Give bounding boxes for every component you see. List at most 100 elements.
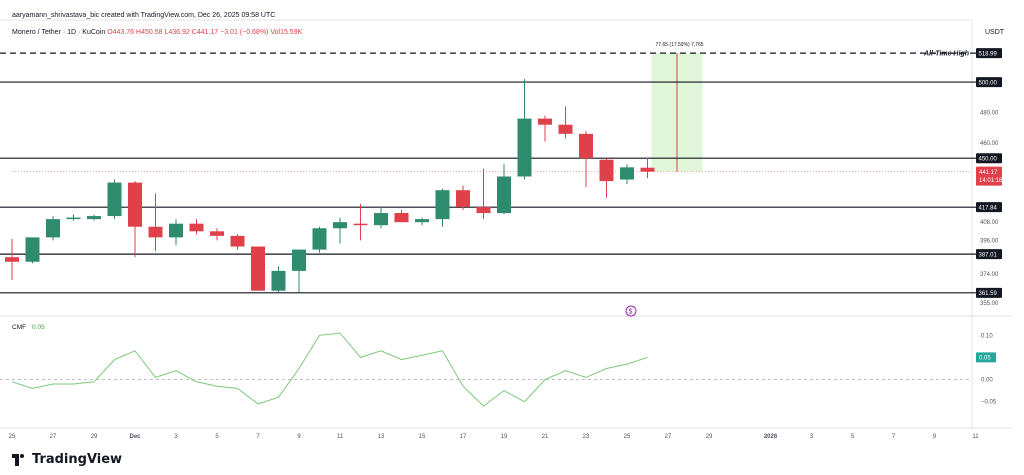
- candle-body[interactable]: [312, 228, 327, 250]
- time-tick-label: 11: [337, 434, 344, 440]
- candle-body[interactable]: [148, 226, 163, 238]
- candle-body[interactable]: [517, 118, 532, 177]
- cmf-legend-name: CMF: [12, 324, 26, 331]
- level-annotation: All-Time High: [923, 50, 969, 57]
- level-price-label: 387.01: [979, 252, 998, 258]
- candle-body[interactable]: [538, 118, 552, 125]
- candle-body[interactable]: [374, 213, 388, 226]
- price-tick-label: 408.00: [980, 220, 999, 226]
- time-tick-label: 15: [419, 434, 426, 440]
- time-tick-label: 2026: [764, 434, 778, 440]
- ohlc-low: L436.92: [164, 29, 190, 36]
- time-tick-label: 23: [583, 434, 590, 440]
- candle-body[interactable]: [87, 216, 101, 220]
- tradingview-logo[interactable]: TradingView: [12, 452, 122, 467]
- time-tick-label: 19: [501, 434, 508, 440]
- cmf-legend-value: 0.05: [32, 324, 45, 331]
- time-tick-label: 5: [215, 434, 219, 440]
- last-price-label: 441.17: [979, 170, 998, 176]
- candle-body[interactable]: [210, 231, 224, 236]
- candle-body[interactable]: [497, 176, 511, 214]
- candle-body[interactable]: [640, 167, 655, 172]
- time-tick-label: 13: [378, 434, 385, 440]
- currency-label: USDT: [985, 29, 1005, 36]
- level-price-tag: [976, 153, 1002, 164]
- brand-name: TradingView: [32, 452, 123, 467]
- candle-body[interactable]: [46, 219, 60, 238]
- candle-body[interactable]: [189, 223, 204, 232]
- time-tick-label: 25: [624, 434, 631, 440]
- candle-body[interactable]: [599, 159, 614, 182]
- candle-body[interactable]: [456, 190, 470, 207]
- candle-body[interactable]: [128, 182, 142, 227]
- bar-countdown-label: 14:01:18: [979, 178, 1003, 184]
- time-tick-label: 17: [460, 434, 467, 440]
- ohlc-high: H450.58: [136, 29, 163, 36]
- tradingview-logo-icon: [12, 453, 28, 466]
- level-price-label: 417.84: [979, 205, 998, 211]
- time-tick-label: 29: [706, 434, 713, 440]
- candle-body[interactable]: [415, 219, 429, 223]
- candle-body[interactable]: [579, 133, 593, 159]
- event-icon-glyph: $: [629, 309, 633, 316]
- time-tick-label: 7: [256, 434, 260, 440]
- cmf-tick-label: 0.10: [981, 333, 993, 339]
- cmf-tick-label: 0.00: [981, 378, 993, 384]
- time-tick-label: 11: [972, 434, 979, 440]
- ohlc-open: O443.76: [107, 29, 135, 36]
- candle-body[interactable]: [620, 167, 634, 180]
- symbol-name[interactable]: Monero / Tether · 1D · KuCoin: [12, 29, 106, 36]
- time-tick-label: 3: [174, 434, 178, 440]
- candle-body[interactable]: [435, 190, 450, 220]
- level-price-label: 518.99: [979, 51, 998, 57]
- candle-body[interactable]: [558, 124, 573, 134]
- level-price-tag: [976, 287, 1002, 298]
- candle-body[interactable]: [251, 246, 265, 291]
- level-price-tag: [976, 249, 1002, 260]
- projection-label: 77.65 (17.59%) 7,765: [656, 42, 704, 48]
- ohlc-change: −3.01 (−0.68%): [220, 29, 269, 36]
- time-tick-label: 5: [851, 434, 855, 440]
- level-price-tag: [976, 202, 1002, 213]
- level-price-label: 500.00: [979, 80, 998, 86]
- price-tick-label: 460.00: [980, 141, 999, 147]
- cmf-line[interactable]: [11, 332, 648, 407]
- time-tick-label: 3: [810, 434, 814, 440]
- candle-body[interactable]: [333, 222, 347, 229]
- candle-body[interactable]: [66, 217, 81, 220]
- ohlc-legend: Monero / Tether · 1D · KuCoin O443.76 H4…: [12, 29, 302, 36]
- ohlc-volume: Vol15.59K: [270, 29, 303, 36]
- candle-body[interactable]: [230, 235, 245, 247]
- time-tick-label: 27: [50, 434, 57, 440]
- cmf-value-label: 0.05: [979, 356, 991, 362]
- creator-line: aaryamann_shrivastava_bic created with T…: [12, 12, 276, 19]
- candle-body[interactable]: [25, 237, 40, 262]
- time-tick-label: 9: [933, 434, 937, 440]
- candle-body[interactable]: [394, 213, 409, 223]
- ohlc-close: C441.17: [191, 29, 219, 36]
- time-tick-label: 21: [542, 434, 549, 440]
- time-tick-label: 27: [665, 434, 672, 440]
- candle-body[interactable]: [5, 257, 19, 262]
- time-tick-label: 7: [892, 434, 896, 440]
- candle-body[interactable]: [476, 206, 491, 214]
- level-price-tag: [976, 77, 1002, 88]
- candle-body[interactable]: [169, 223, 183, 238]
- price-tick-label: 374.00: [980, 272, 999, 278]
- cmf-tick-label: −0.05: [981, 400, 997, 406]
- level-price-tag: [976, 48, 1002, 59]
- time-tick-label: Dec: [129, 434, 141, 440]
- time-tick-label: 25: [9, 434, 16, 440]
- candle-body[interactable]: [292, 249, 306, 271]
- time-tick-label: 29: [91, 434, 98, 440]
- candle-body[interactable]: [107, 182, 122, 217]
- last-price-tag: [976, 166, 1002, 186]
- level-price-label: 361.59: [979, 291, 998, 297]
- candle-body[interactable]: [353, 223, 368, 226]
- level-price-label: 450.00: [979, 156, 998, 162]
- event-icon[interactable]: [625, 305, 637, 317]
- time-tick-label: 9: [297, 434, 301, 440]
- price-tick-label: 396.00: [980, 238, 999, 244]
- candle-body[interactable]: [271, 270, 286, 291]
